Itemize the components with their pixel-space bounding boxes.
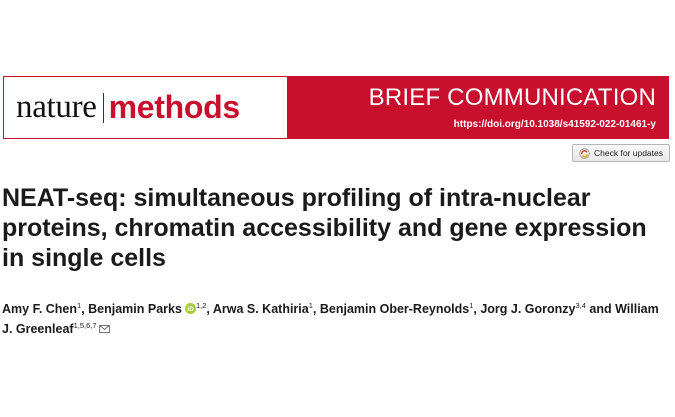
email-icon[interactable] <box>98 325 110 333</box>
author-list: Amy F. Chen1, Benjamin Parks iD 1,2, Arwa … <box>2 301 659 336</box>
article-type-bar: BRIEF COMMUNICATION https://doi.org/10.1… <box>287 77 668 138</box>
doi-link[interactable]: https://doi.org/10.1038/s41592-022-01461… <box>453 119 656 130</box>
check-for-updates-button[interactable]: Check for updates <box>572 144 670 162</box>
author[interactable]: Arwa S. Kathiria1 <box>212 301 313 316</box>
author[interactable]: Benjamin Parks iD 1,2 <box>88 301 207 316</box>
check-for-updates-icon <box>579 147 590 159</box>
author[interactable]: Amy F. Chen1 <box>2 301 82 316</box>
author[interactable]: William J. Greenleaf1,5,6,7 <box>2 302 659 336</box>
article-type-label: BRIEF COMMUNICATION <box>368 84 656 111</box>
journal-name-nature: nature <box>16 89 97 125</box>
journal-name-methods: methods <box>108 89 241 125</box>
author[interactable]: Benjamin Ober-Reynolds1 <box>319 301 474 316</box>
svg-text:iD: iD <box>187 306 194 313</box>
logo-divider <box>102 92 104 123</box>
journal-logo[interactable]: nature methods <box>4 77 287 138</box>
orcid-icon[interactable]: iD <box>184 303 196 314</box>
author[interactable]: Jorg J. Goronzy3,4 <box>480 301 586 316</box>
article-title: NEAT-seq: simultaneous profiling of intr… <box>2 184 647 272</box>
journal-header: nature methods BRIEF COMMUNICATION https… <box>3 76 669 139</box>
check-for-updates-label: Check for updates <box>594 148 663 158</box>
